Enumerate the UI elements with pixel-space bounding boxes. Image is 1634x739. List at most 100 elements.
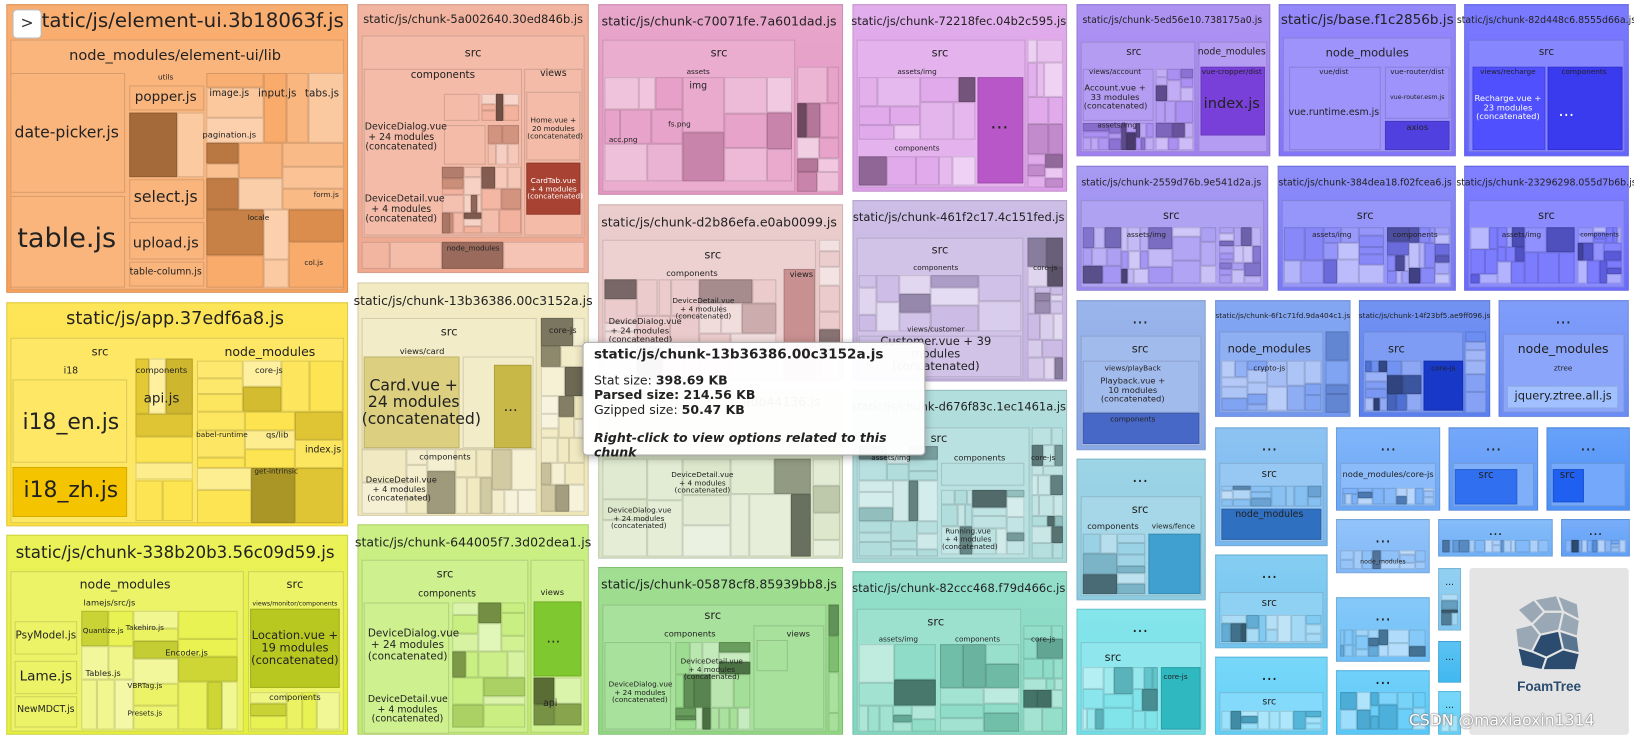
module-box: [876, 302, 900, 332]
module-box: [1358, 254, 1384, 265]
module-box: [196, 378, 244, 394]
module-box: [1504, 539, 1511, 553]
module-label: src: [1538, 46, 1555, 58]
group-title: ...: [1261, 664, 1278, 685]
group-title: static/js/chunk-23296298.055d7b6b.js: [1456, 178, 1634, 189]
module-label: src: [1478, 469, 1494, 482]
module-box: [1380, 397, 1387, 411]
module-label: acc.png: [608, 135, 638, 145]
module-box: [1515, 247, 1525, 262]
module-box: [1247, 360, 1268, 371]
module-box: [503, 241, 585, 269]
module-label: core-js: [1163, 672, 1188, 681]
module-box: [899, 313, 931, 332]
module-box: [1378, 692, 1398, 705]
module-box: [1396, 394, 1408, 411]
module-box: [1117, 543, 1146, 555]
module-box: [81, 679, 98, 730]
sidebar-toggle[interactable]: >: [12, 9, 42, 39]
module-box: [1370, 715, 1379, 730]
module-box: [1415, 487, 1424, 505]
module-box: [1023, 625, 1052, 640]
module-box: [682, 132, 725, 182]
module-box: [1497, 247, 1507, 262]
module-box: [1145, 711, 1158, 730]
module-box: [1283, 227, 1305, 261]
module-box: [1082, 247, 1093, 267]
module-box: [196, 360, 244, 379]
module-label: vue-router.esm.js: [1390, 93, 1445, 101]
module-box: [877, 77, 921, 107]
module-box: [1219, 246, 1234, 254]
module-box: [890, 106, 921, 126]
module-box: [129, 222, 205, 260]
module-box: [1441, 594, 1458, 601]
module-box: [481, 110, 497, 121]
module-label: col.js: [304, 258, 324, 268]
module-box: [1031, 494, 1040, 516]
module-box: [1148, 533, 1201, 595]
module-box: [1409, 267, 1421, 284]
module-box: [1546, 227, 1575, 252]
module-box: [245, 412, 296, 430]
module-box: [1139, 250, 1149, 270]
module-box: [481, 93, 497, 104]
module-label: src: [931, 242, 949, 257]
logo-text: FoamTree: [1517, 678, 1582, 695]
module-box: [1054, 678, 1063, 690]
module-label: components: [666, 268, 718, 278]
module-box: [1582, 539, 1587, 553]
module-box: [1043, 465, 1063, 476]
module-box: [243, 360, 281, 387]
module-box: [1219, 259, 1234, 263]
module-box: [1054, 445, 1063, 466]
module-box: [892, 722, 912, 732]
module-box: [452, 704, 484, 728]
module-box: [1415, 561, 1426, 570]
module-box: [500, 602, 526, 613]
module-box: [1340, 709, 1357, 730]
module-box: [1117, 554, 1146, 566]
module-box: [1279, 710, 1294, 730]
module-box: [1044, 167, 1063, 179]
module-label: src: [1261, 597, 1277, 610]
module-box: [1051, 427, 1063, 446]
module-box: [1221, 386, 1248, 398]
group-title: static/js/chunk-13b36386.00c3152a.js: [353, 293, 593, 309]
module-box: [1244, 276, 1261, 284]
module-box: [828, 712, 839, 732]
module-box: [1246, 628, 1260, 643]
module-box: [177, 681, 208, 730]
module-box: [1234, 227, 1242, 247]
module-box: [1247, 404, 1268, 411]
module-box: [1023, 639, 1037, 659]
module-label: views: [540, 68, 567, 80]
chunk-group[interactable]: [1438, 641, 1462, 683]
module-box: [1442, 539, 1450, 553]
module-label: core-js: [548, 325, 577, 336]
module-box: [295, 412, 343, 440]
module-box: [483, 704, 526, 728]
module-box: [557, 437, 570, 463]
module-box: [1415, 550, 1426, 562]
module-label: node_modules: [1517, 341, 1609, 356]
module-box: [1365, 397, 1374, 411]
group-title: ...: [1132, 307, 1149, 328]
tooltip-row: Gzipped size: 50.47 KB: [594, 402, 914, 417]
module-box: [1027, 96, 1049, 124]
module-box: [858, 459, 887, 481]
module-box: [1458, 539, 1470, 553]
module-box: [1399, 554, 1416, 564]
module-label: DeviceDialog.vue + 24 modules (concatena…: [364, 122, 447, 154]
module-box: [81, 646, 109, 680]
module-box: [282, 142, 344, 167]
module-box: [1361, 550, 1373, 570]
module-box: [1250, 498, 1271, 507]
module-box: [1082, 533, 1101, 554]
module-box: [604, 279, 637, 299]
module-box: [206, 178, 239, 210]
module-box: [196, 412, 246, 431]
module-box: [162, 479, 193, 522]
module-box: [1155, 101, 1165, 124]
module-label: node_modules: [446, 244, 500, 253]
